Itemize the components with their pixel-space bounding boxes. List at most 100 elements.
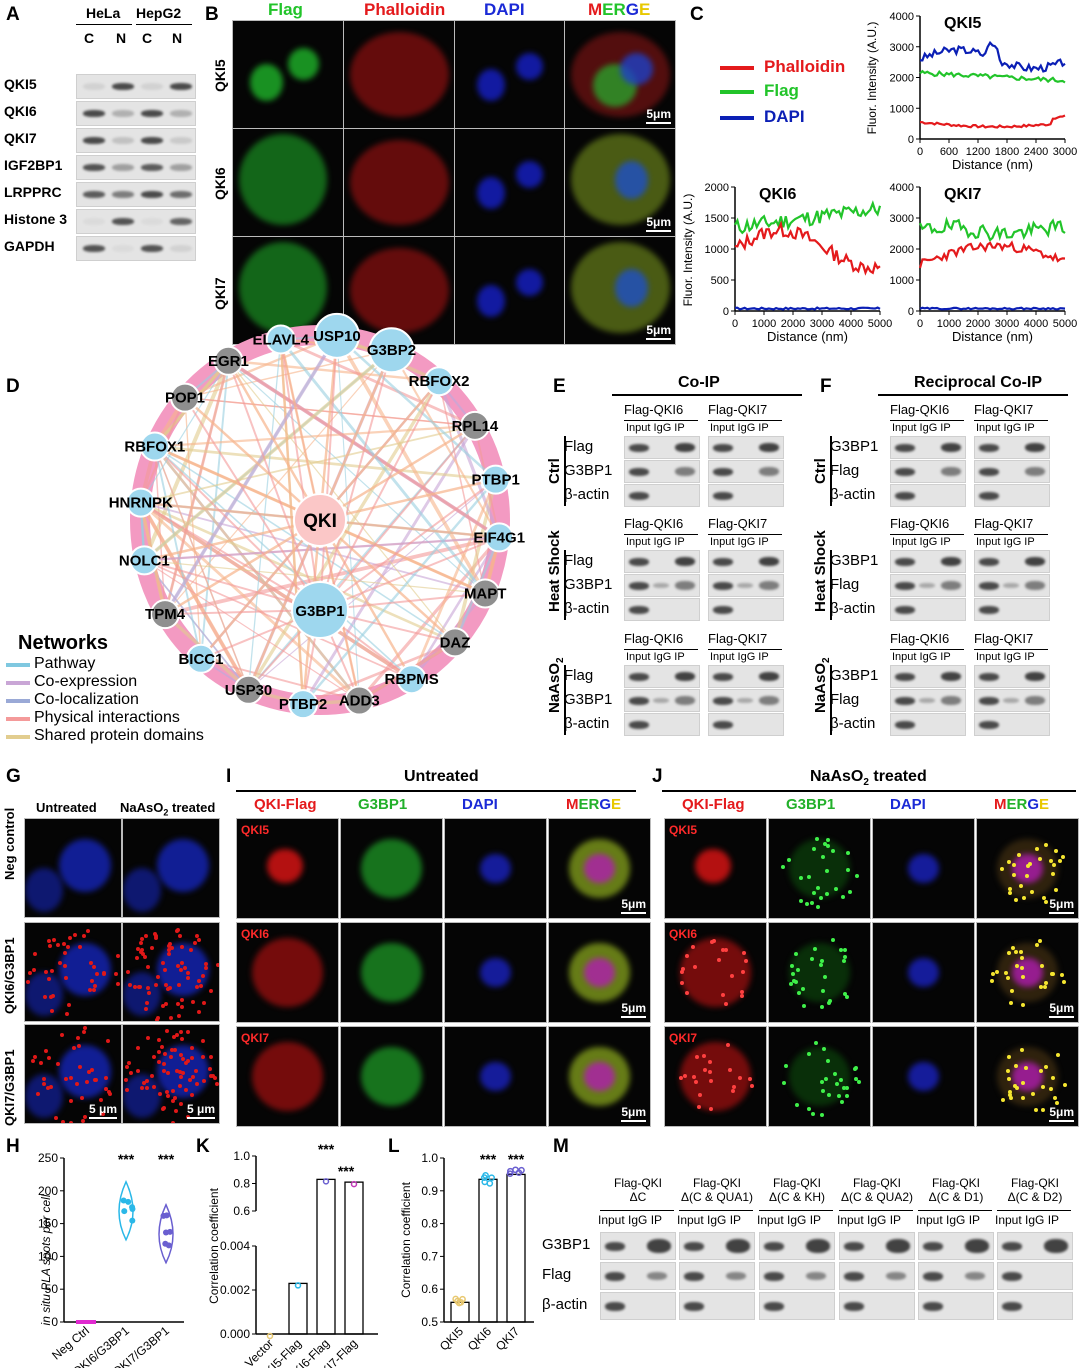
g-micro-r0-c0 bbox=[24, 818, 122, 918]
micro-row-label: QKI7 bbox=[241, 1031, 270, 1045]
granule bbox=[804, 902, 809, 907]
granule bbox=[1020, 1096, 1025, 1101]
a-blot-strip bbox=[76, 155, 196, 180]
coip-group-label: Flag-QKI7 bbox=[708, 402, 768, 417]
granule bbox=[812, 891, 816, 896]
granule bbox=[1049, 859, 1054, 864]
m-group-label: Flag-QKI Δ(C & KH) bbox=[768, 1176, 825, 1204]
granule bbox=[790, 964, 795, 969]
granule bbox=[782, 1081, 787, 1086]
network-node-label: G3BP2 bbox=[367, 342, 416, 359]
network-node bbox=[139, 431, 170, 462]
coip-blot-strip bbox=[624, 689, 700, 712]
g-col-untreated: Untreated bbox=[36, 800, 97, 815]
granule bbox=[810, 901, 815, 906]
granule bbox=[200, 974, 205, 979]
coip-row-label: β-actin bbox=[830, 486, 876, 503]
blot-band bbox=[844, 1242, 864, 1251]
cell-signal bbox=[908, 1061, 939, 1092]
granule bbox=[200, 1055, 205, 1060]
granule bbox=[160, 1045, 165, 1050]
network-edge bbox=[302, 641, 456, 706]
blot-band bbox=[726, 1272, 746, 1280]
cell-signal bbox=[58, 942, 112, 997]
cell-signal bbox=[515, 53, 543, 80]
granule bbox=[989, 978, 994, 983]
blot-band bbox=[759, 467, 779, 476]
b-micro-r0-c1 bbox=[343, 20, 455, 129]
granule bbox=[139, 1085, 144, 1090]
granule bbox=[848, 889, 853, 894]
blot-band bbox=[141, 110, 163, 117]
panel-label-g: G bbox=[6, 766, 21, 787]
k-ytick: 0.8 bbox=[233, 1177, 250, 1191]
granule bbox=[180, 1005, 185, 1010]
granule bbox=[842, 947, 847, 952]
granule bbox=[63, 1076, 68, 1081]
network-edge bbox=[153, 445, 361, 702]
a-row-label: GAPDH bbox=[4, 238, 55, 254]
granule bbox=[167, 986, 172, 991]
granule bbox=[127, 1060, 132, 1065]
network-node bbox=[424, 366, 455, 397]
coip-blot-strip bbox=[890, 550, 966, 573]
coip-blot-strip bbox=[708, 665, 784, 688]
svg-text:3000: 3000 bbox=[890, 213, 914, 225]
j-title: NaAsO2 treated bbox=[810, 768, 927, 789]
granule bbox=[783, 1063, 788, 1068]
granule bbox=[1015, 964, 1020, 969]
svg-text:2000: 2000 bbox=[890, 244, 914, 256]
network-node bbox=[185, 643, 216, 674]
coip-blot-strip bbox=[624, 436, 700, 459]
network-node bbox=[396, 664, 427, 695]
a-blot-strip bbox=[76, 128, 196, 153]
cell-signal bbox=[515, 269, 543, 296]
granule bbox=[83, 1114, 88, 1119]
coip-blot-strip bbox=[624, 460, 700, 483]
granule bbox=[1007, 951, 1012, 956]
cell-signal bbox=[1012, 853, 1043, 884]
blot-band bbox=[941, 581, 961, 590]
m-blot-strip bbox=[759, 1262, 835, 1290]
m-group-label: Flag-QKI Δ(C & QUA2) bbox=[840, 1176, 914, 1204]
blot-band bbox=[629, 606, 649, 614]
granule bbox=[1031, 1092, 1036, 1097]
granule bbox=[1014, 1063, 1019, 1068]
c-trace bbox=[919, 306, 1066, 311]
granule bbox=[1033, 1107, 1038, 1112]
blot-band bbox=[170, 191, 192, 198]
granule bbox=[50, 968, 55, 973]
fraction-c-2: C bbox=[142, 30, 153, 46]
blot-band bbox=[979, 582, 999, 590]
scale-bar: 5μm bbox=[646, 107, 671, 124]
granule bbox=[1053, 849, 1058, 854]
blot-band bbox=[170, 164, 192, 171]
coip-blot-strip bbox=[708, 574, 784, 597]
granule bbox=[166, 1071, 170, 1076]
granule bbox=[180, 1070, 185, 1075]
granule bbox=[139, 947, 144, 952]
m-row-label: Flag bbox=[542, 1266, 572, 1283]
blot-band bbox=[895, 582, 915, 590]
h-point bbox=[129, 1206, 136, 1213]
m-blot-strip bbox=[997, 1232, 1073, 1260]
coip-blot-strip bbox=[974, 460, 1050, 483]
blot-band bbox=[629, 582, 649, 590]
blot-band bbox=[675, 443, 695, 452]
blot-band bbox=[886, 1272, 906, 1280]
cell-signal bbox=[620, 53, 653, 86]
granule bbox=[76, 1036, 81, 1041]
d-legend-title: Networks bbox=[18, 632, 109, 654]
granule bbox=[786, 858, 791, 863]
granule bbox=[105, 1038, 110, 1043]
granule bbox=[63, 963, 68, 968]
panel-label-f: F bbox=[820, 376, 832, 397]
granule bbox=[818, 962, 823, 967]
network-edge bbox=[163, 334, 339, 616]
granule bbox=[708, 1079, 713, 1084]
coip-row-label: G3BP1 bbox=[564, 691, 613, 708]
blot-band bbox=[684, 1302, 704, 1311]
granule bbox=[143, 1006, 148, 1011]
granule bbox=[183, 966, 188, 971]
c-trace bbox=[734, 200, 882, 235]
